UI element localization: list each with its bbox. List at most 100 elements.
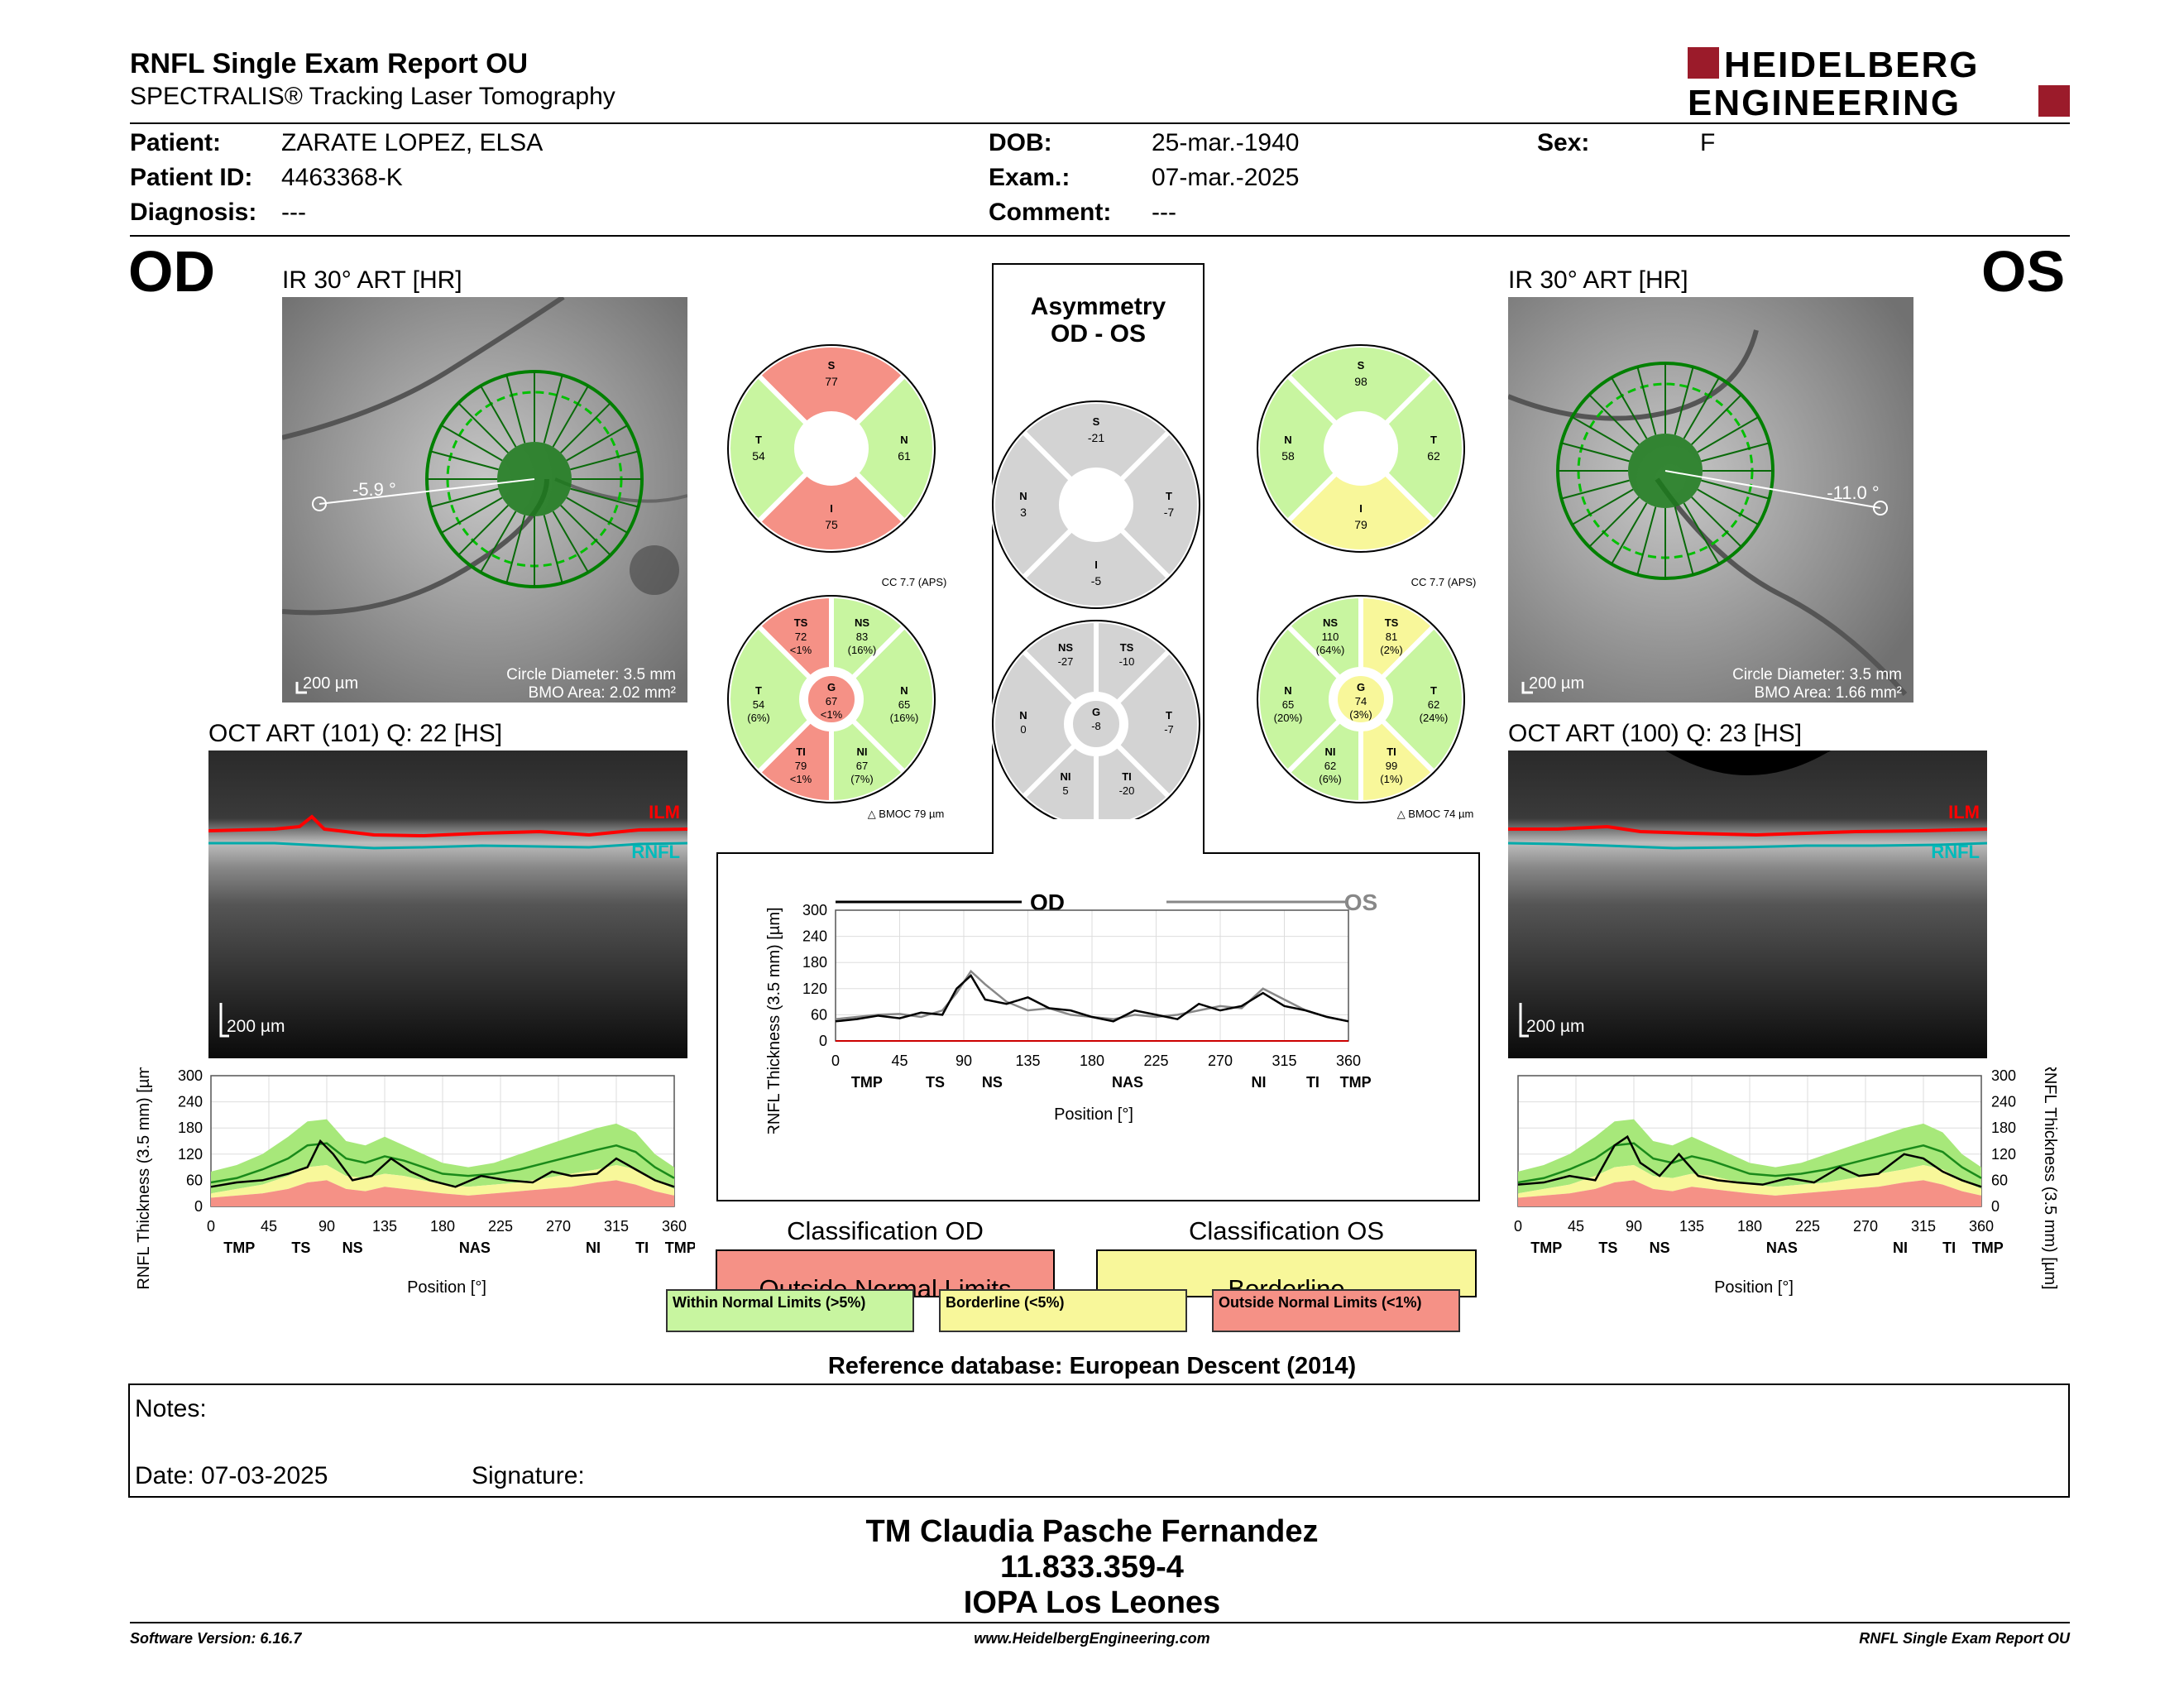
notes-box	[128, 1383, 2070, 1498]
os-chart-xtick: 0	[1514, 1218, 1522, 1235]
notes-date: Date: 07-03-2025	[135, 1462, 328, 1489]
svg-text:S: S	[1093, 415, 1100, 428]
os-scale: 200 µm	[1529, 674, 1584, 693]
os-chart-mean-line	[1517, 1142, 1982, 1184]
svg-text:(20%): (20%)	[1274, 712, 1303, 724]
svg-text:TI: TI	[1387, 746, 1396, 758]
os-chart-xtick: 135	[1679, 1218, 1704, 1235]
od-ir-caption: IR 30° ART [HR]	[282, 266, 462, 294]
od-eye-label: OD	[128, 239, 215, 304]
os-ilm-label: ILM	[1948, 802, 1980, 822]
center-axes: 0 60 120 180 240 300 0 45 90 135 180 225 270 315 360 TM…	[802, 902, 1372, 1091]
svg-text:I: I	[1094, 559, 1098, 571]
os-chart-borderline-band	[1518, 1164, 1981, 1198]
svg-text:83: 83	[856, 631, 868, 643]
center-xlabel: Position [°]	[1054, 1105, 1133, 1124]
os-chart-sector-label: NAS	[1766, 1240, 1798, 1256]
os-chart-ytick: 60	[1991, 1172, 2008, 1188]
center-sector-label: TI	[1306, 1074, 1320, 1091]
svg-text:(6%): (6%)	[747, 712, 769, 724]
center-ylabel: RNFL Thickness (3.5 mm) [µm]	[765, 907, 783, 1134]
svg-text:(24%): (24%)	[1420, 712, 1449, 724]
svg-text:54: 54	[753, 698, 764, 711]
os-chart-sector-label: NI	[1893, 1240, 1908, 1256]
svg-text:0: 0	[1020, 723, 1026, 736]
od-oct-scale: 200 µm	[227, 1017, 285, 1036]
svg-text:99: 99	[1386, 760, 1397, 772]
os-fundus-image: -11.0 ° 200 µm Circle Diameter: 3.5 mm B…	[1508, 297, 1913, 703]
od-radial-scans	[427, 372, 642, 587]
svg-text:T: T	[1430, 684, 1437, 697]
svg-text:G: G	[1092, 706, 1100, 718]
svg-text:G: G	[827, 681, 836, 693]
svg-text:CC 7.7 (APS): CC 7.7 (APS)	[882, 576, 947, 588]
svg-text:77: 77	[825, 375, 838, 388]
asymmetry-title-line1: Asymmetry	[1030, 293, 1166, 320]
center-xtick: 180	[1080, 1053, 1104, 1069]
os-chart-xlabel: Position [°]	[1714, 1278, 1794, 1297]
svg-text:NS: NS	[855, 616, 869, 629]
od-chart-xlabel: Position [°]	[407, 1278, 486, 1297]
os-chart-xtick: 45	[1568, 1218, 1584, 1235]
svg-text:S: S	[828, 359, 836, 372]
patient-label: Patient:	[130, 129, 222, 156]
svg-text:CC 7.7 (APS): CC 7.7 (APS)	[1411, 576, 1477, 588]
heidelberg-logo: HEIDELBERG ENGINEERING	[1688, 45, 2070, 123]
sex-label: Sex:	[1537, 129, 1590, 156]
od-chart-xtick: 180	[430, 1218, 455, 1235]
report-title: RNFL Single Exam Report OU	[130, 48, 529, 79]
od-chart-sector-label: TMP	[665, 1240, 695, 1256]
od-chart-sector-label: TI	[635, 1240, 649, 1256]
svg-text:TS: TS	[1385, 616, 1399, 629]
od-chart-mean-line	[210, 1142, 675, 1184]
asymmetry-title-line2: OD - OS	[1050, 320, 1146, 348]
os-oct-caption: OCT ART (100) Q: 23 [HS]	[1508, 720, 1803, 747]
od-chart-xtick: 225	[488, 1218, 513, 1235]
od-chart-sector-label: NAS	[459, 1240, 491, 1256]
svg-text:74: 74	[1355, 695, 1367, 707]
svg-text:75: 75	[825, 518, 838, 531]
dob-label: DOB:	[989, 129, 1052, 156]
od-circle-diameter: Circle Diameter: 3.5 mm	[506, 666, 676, 683]
svg-text:△ BMOC 74 µm: △ BMOC 74 µm	[1397, 808, 1474, 819]
center-od-line	[835, 974, 1349, 1023]
od-chart-ytick: 300	[178, 1067, 203, 1084]
svg-text:-7: -7	[1164, 506, 1175, 519]
sex-value: F	[1700, 129, 1716, 156]
svg-text:TS: TS	[1120, 641, 1134, 654]
logo-line-2: ENGINEERING	[1688, 83, 1961, 118]
svg-text:5: 5	[1062, 784, 1068, 797]
os-chart-ylabel: RNFL Thickness (3.5 mm) [µm]	[2041, 1067, 2059, 1290]
od-chart-sector-label: TMP	[223, 1240, 255, 1256]
svg-text:TI: TI	[796, 746, 806, 758]
os-chart-xtick: 180	[1737, 1218, 1762, 1235]
os-pie-6: NS110(64%)TS81(2%)N65(20%)G74(3%)T62(24%…	[1255, 576, 1477, 819]
os-oct-bscan: ILM RNFL 200 µm	[1508, 750, 1987, 1058]
od-chart-xtick: 45	[261, 1218, 277, 1235]
sector-pie-charts: S77T54N61I75S98N58T62I79S-21N3T-7I-5TS72…	[726, 343, 1477, 819]
svg-text:(1%): (1%)	[1380, 773, 1402, 785]
svg-text:TI: TI	[1122, 770, 1132, 783]
asymmetry-frame	[716, 263, 1480, 1201]
od-tsnit-chart: RNFL Thickness (3.5 mm) [µm] Position [°…	[135, 1067, 695, 1297]
center-tsnit-chart: OD OS RNFL Thickness (3.5 mm) [µm] Posit…	[765, 890, 1377, 1134]
diagnosis-value: ---	[281, 199, 306, 226]
svg-text:T: T	[755, 684, 762, 697]
signer-id: 11.833.359-4	[1000, 1550, 1184, 1585]
svg-text:3: 3	[1020, 506, 1027, 519]
os-radial-scans	[1558, 363, 1773, 578]
svg-text:67: 67	[856, 760, 868, 772]
svg-text:(6%): (6%)	[1319, 773, 1341, 785]
svg-text:81: 81	[1386, 631, 1397, 643]
od-chart-xtick: 360	[662, 1218, 687, 1235]
center-xtick: 45	[891, 1053, 908, 1069]
signer-place: IOPA Los Leones	[963, 1585, 1221, 1620]
center-ytick: 300	[802, 902, 827, 918]
svg-text:(64%): (64%)	[1316, 644, 1345, 656]
os-pie-4: S 98 N 58 T 62 I 79	[1255, 343, 1467, 554]
od-chart-ytick: 60	[186, 1172, 203, 1188]
os-chart-sector-label: TMP	[1972, 1240, 2004, 1256]
report-subtitle: SPECTRALIS® Tracking Laser Tomography	[130, 83, 615, 110]
dob-value: 25-mar.-1940	[1152, 129, 1300, 156]
svg-text:I: I	[1359, 502, 1363, 515]
